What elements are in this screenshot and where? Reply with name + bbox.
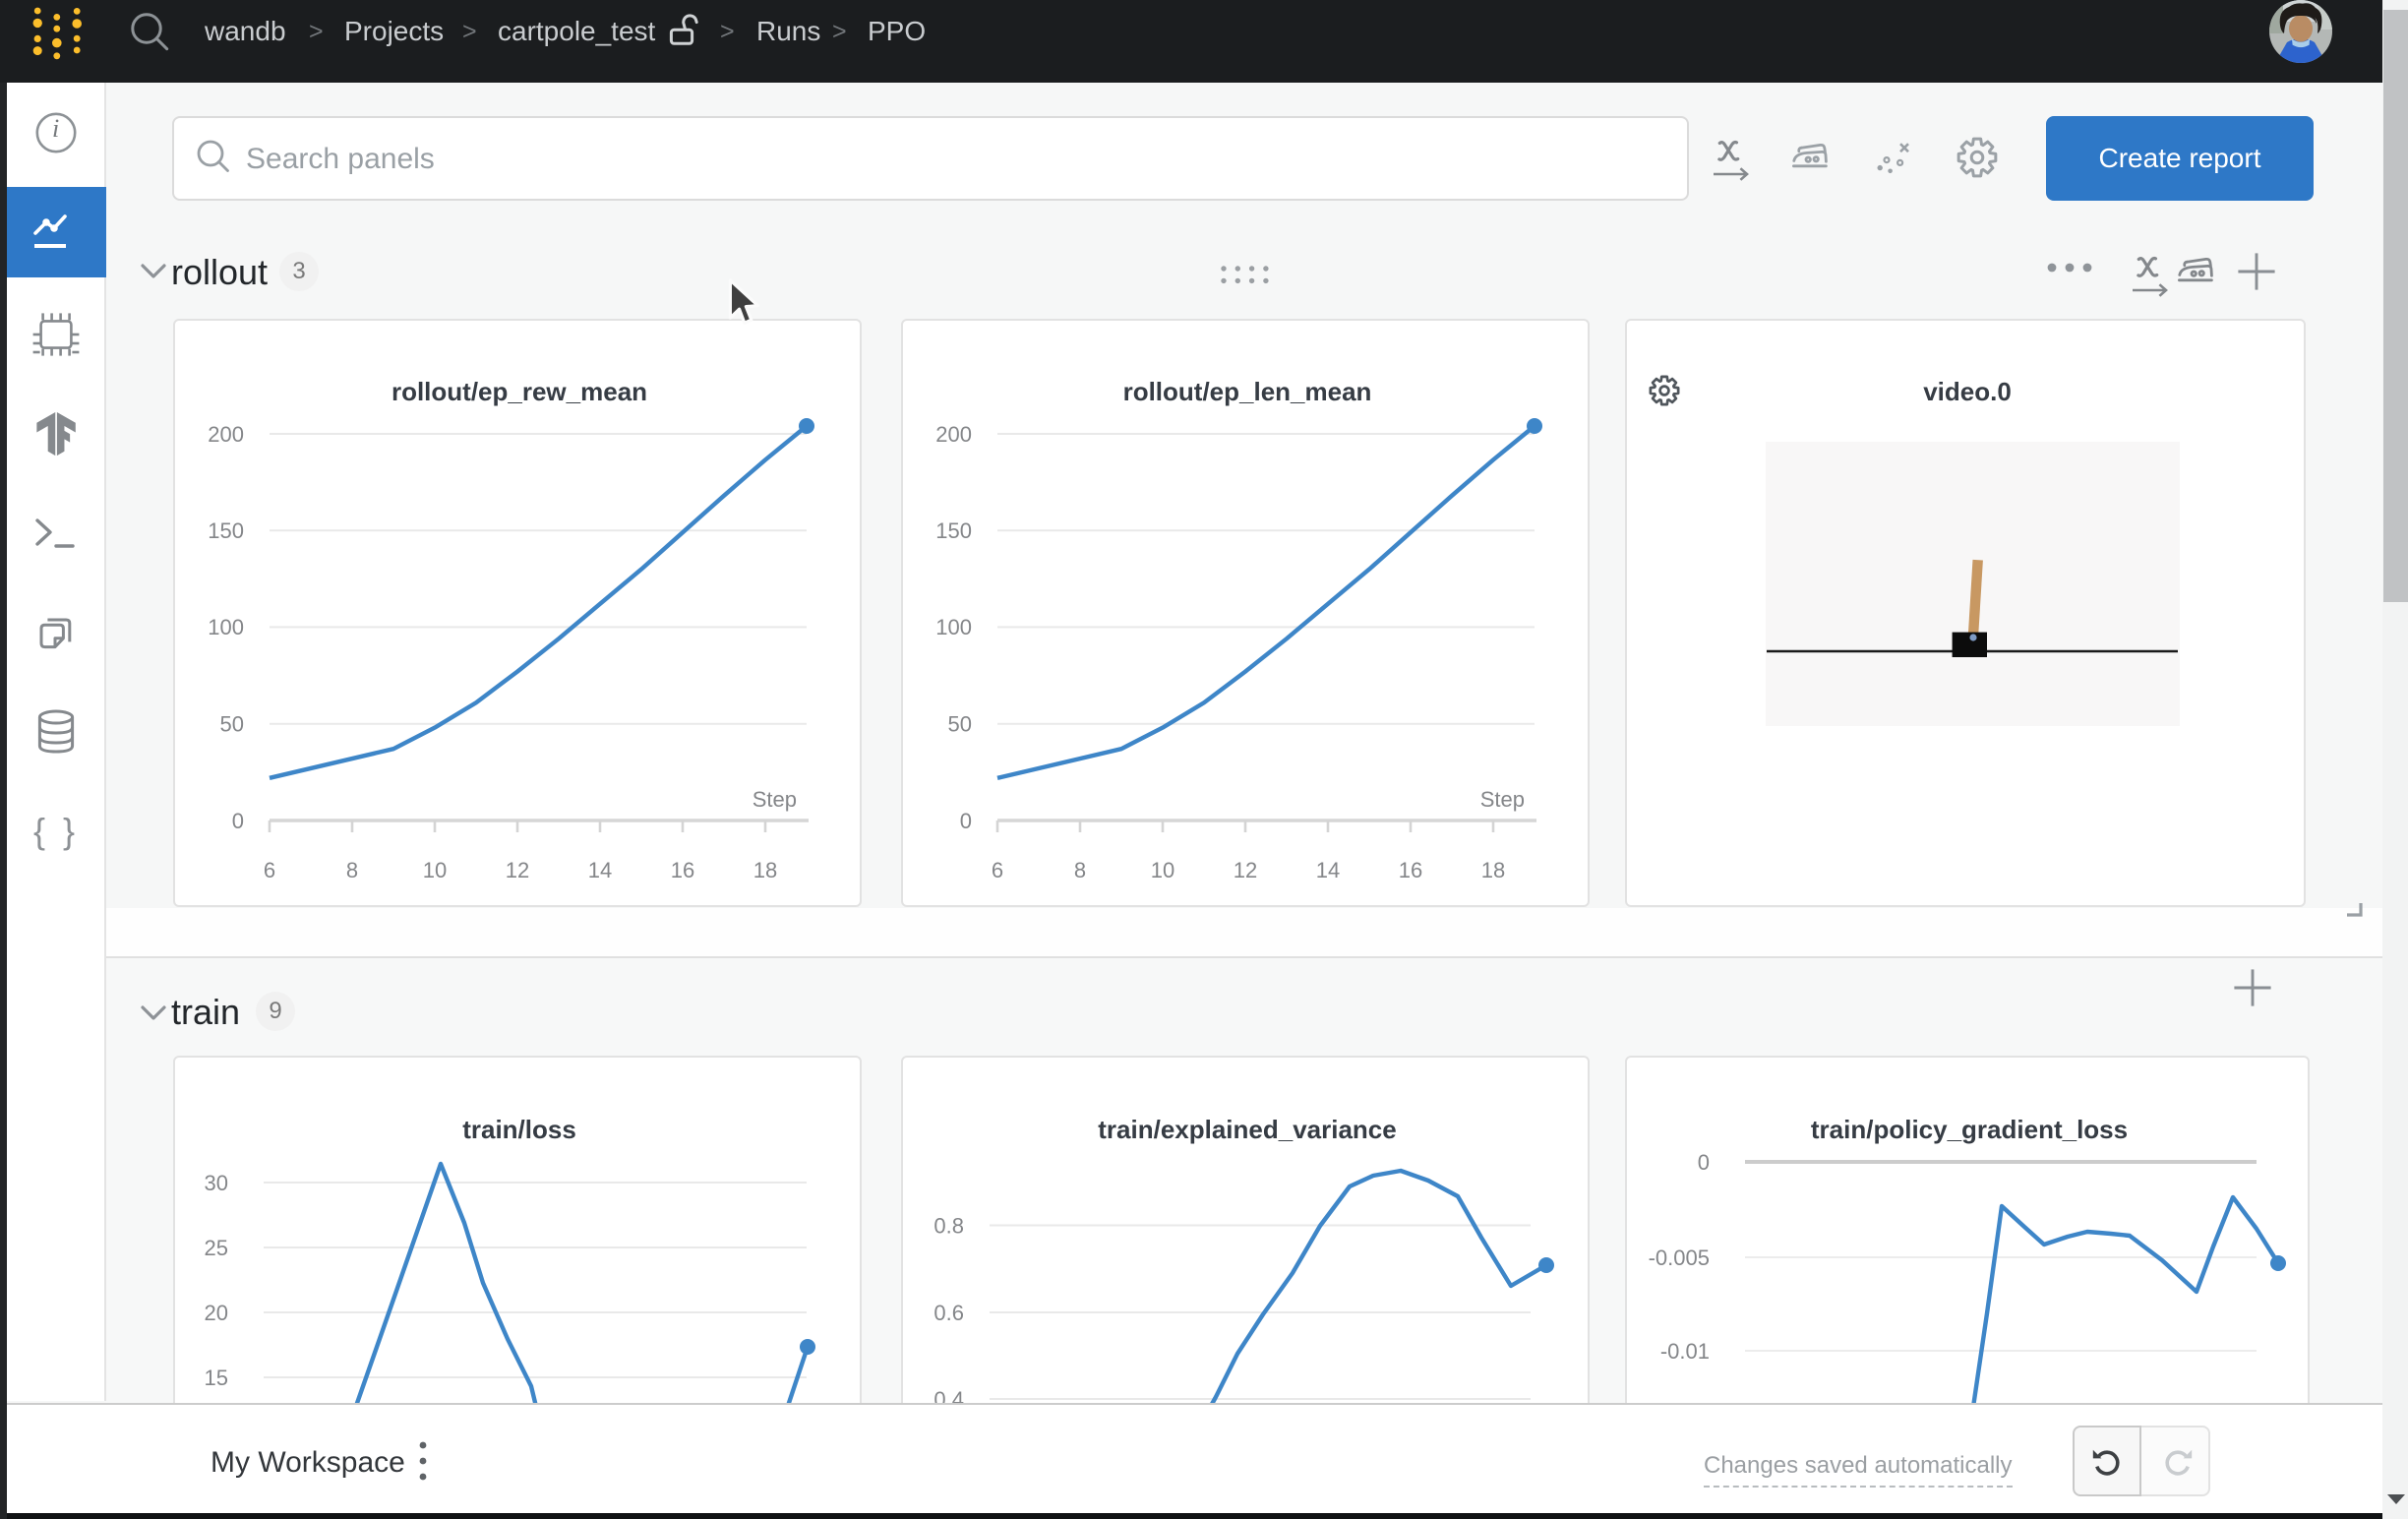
- svg-text:6: 6: [992, 858, 1003, 882]
- svg-text:14: 14: [588, 858, 612, 882]
- svg-text:rollout/ep_len_mean: rollout/ep_len_mean: [1123, 377, 1372, 406]
- svg-text:8: 8: [1074, 858, 1086, 882]
- svg-text:10: 10: [1151, 858, 1174, 882]
- svg-text:0: 0: [232, 809, 244, 833]
- svg-text:200: 200: [935, 422, 972, 447]
- svg-text:Step: Step: [752, 787, 797, 812]
- svg-text:200: 200: [208, 422, 244, 447]
- svg-text:0: 0: [960, 809, 972, 833]
- svg-text:-0.005: -0.005: [1649, 1246, 1710, 1270]
- svg-text:16: 16: [1399, 858, 1422, 882]
- svg-text:25: 25: [205, 1236, 228, 1260]
- svg-text:100: 100: [935, 615, 972, 639]
- svg-text:150: 150: [208, 518, 244, 543]
- svg-text:16: 16: [671, 858, 694, 882]
- svg-text:0.8: 0.8: [933, 1213, 964, 1238]
- svg-text:video.0: video.0: [1923, 377, 2012, 406]
- svg-text:Step: Step: [1480, 787, 1525, 812]
- svg-text:18: 18: [753, 858, 777, 882]
- svg-text:14: 14: [1316, 858, 1340, 882]
- svg-text:50: 50: [220, 712, 244, 737]
- svg-text:train/policy_gradient_loss: train/policy_gradient_loss: [1811, 1115, 2128, 1144]
- svg-text:train/explained_variance: train/explained_variance: [1098, 1115, 1396, 1144]
- svg-text:150: 150: [935, 518, 972, 543]
- svg-text:18: 18: [1481, 858, 1505, 882]
- svg-text:30: 30: [205, 1171, 228, 1195]
- svg-text:10: 10: [423, 858, 447, 882]
- svg-text:6: 6: [264, 858, 275, 882]
- svg-text:12: 12: [1234, 858, 1257, 882]
- svg-text:-0.01: -0.01: [1660, 1339, 1710, 1364]
- svg-text:8: 8: [346, 858, 358, 882]
- svg-text:0: 0: [1698, 1150, 1710, 1175]
- svg-text:50: 50: [948, 712, 972, 737]
- svg-text:0.6: 0.6: [933, 1301, 964, 1325]
- svg-text:100: 100: [208, 615, 244, 639]
- svg-text:15: 15: [205, 1366, 228, 1390]
- svg-text:train/loss: train/loss: [462, 1115, 576, 1144]
- svg-text:rollout/ep_rew_mean: rollout/ep_rew_mean: [391, 377, 647, 406]
- svg-text:20: 20: [205, 1301, 228, 1325]
- svg-text:12: 12: [506, 858, 529, 882]
